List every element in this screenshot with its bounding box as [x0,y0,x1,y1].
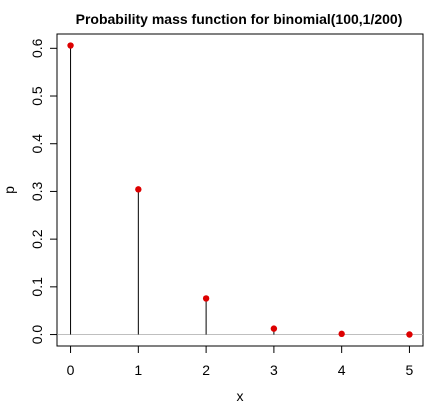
y-tick-label-5: 0.5 [29,86,45,106]
data-point-x0 [67,42,74,49]
x-tick-label-2: 2 [202,362,210,378]
y-axis-label: p [1,186,17,194]
y-tick-label-1: 0.1 [29,277,45,297]
x-axis: 0 1 2 3 4 5 [67,345,414,378]
data-point-x3 [270,325,278,332]
data-point-x1 [135,186,142,193]
y-tick-label-6: 0.6 [29,38,45,58]
y-tick-label-3: 0.3 [29,181,45,201]
y-axis: 0.0 0.1 0.2 0.3 0.4 0.5 0.6 [29,38,58,345]
y-tick-label-2: 0.2 [29,229,45,249]
y-tick-label-0: 0.0 [29,325,45,345]
points-group [67,42,413,338]
data-point-x5 [406,331,413,338]
chart-title: Probability mass function for binomial(1… [76,11,403,27]
x-axis-label: x [237,388,244,404]
y-tick-label-4: 0.4 [29,134,45,154]
x-tick-label-1: 1 [134,362,142,378]
stems-group [70,45,410,335]
plot-box [56,33,424,347]
x-tick-label-4: 4 [338,362,346,378]
x-tick-label-3: 3 [270,362,278,378]
x-tick-label-0: 0 [67,362,75,378]
data-point-x2 [202,295,210,302]
data-point-x4 [338,330,345,338]
x-tick-label-5: 5 [406,362,414,378]
